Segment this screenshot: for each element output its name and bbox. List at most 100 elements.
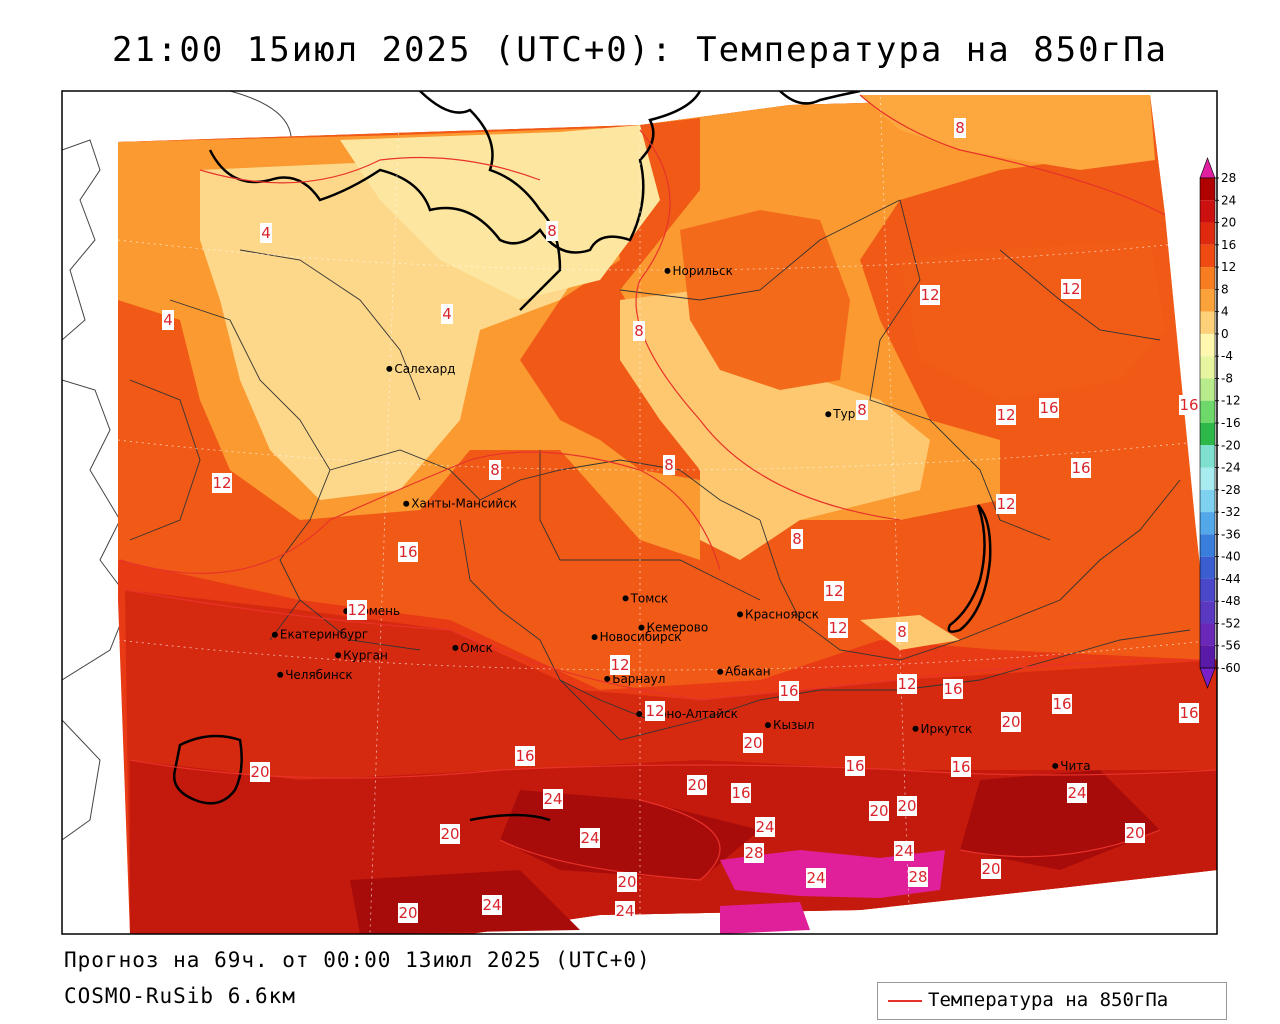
- city-label: Омск: [460, 641, 492, 655]
- isotherm-label-text: 12: [996, 406, 1015, 424]
- isotherm-value-label: 20: [743, 733, 763, 753]
- colorbar-segment: [1200, 356, 1215, 379]
- isotherm-value-label: 20: [1001, 712, 1021, 732]
- city-label: Чита: [1060, 759, 1090, 773]
- isotherm-value-label: 16: [1179, 703, 1199, 723]
- isotherm-value-label: 16: [515, 746, 535, 766]
- isotherm-label-bg: [398, 542, 418, 562]
- colorbar-segment: [1200, 489, 1215, 513]
- isotherm-label-bg: [162, 310, 174, 330]
- isotherm-label-bg: [1067, 783, 1087, 803]
- isotherm-label-text: 12: [824, 582, 843, 600]
- isotherm-value-label: 28: [908, 867, 928, 887]
- coastline: [172, 91, 992, 822]
- isotherm-label-bg: [1061, 279, 1081, 299]
- colorbar-tick-label: 24: [1221, 193, 1236, 207]
- city-label: Челябинск: [285, 668, 352, 682]
- colorbar-segment: [1200, 378, 1215, 401]
- isotherm-label-text: 12: [347, 601, 366, 619]
- isotherm-value-label: 12: [996, 494, 1016, 514]
- isotherm-value-label: 20: [250, 762, 270, 782]
- colorbar-segment: [1200, 222, 1215, 245]
- isotherm-value-label: 8: [896, 622, 908, 642]
- city-marker: Новосибирск: [591, 630, 681, 644]
- isotherm-value-label: 16: [1052, 694, 1072, 714]
- city-label: Тура: [832, 407, 862, 421]
- isotherm-label-text: 24: [806, 869, 825, 887]
- graticule: [117, 91, 1217, 934]
- colorbar-tick-label: -44: [1221, 572, 1241, 586]
- colorbar-tick-label: -8: [1221, 371, 1233, 385]
- isotherm-value-label: 24: [580, 828, 600, 848]
- legend-line-swatch: [888, 1000, 922, 1002]
- colorbar-segment: [1200, 623, 1215, 646]
- isotherm-value-label: 8: [489, 460, 501, 480]
- isotherm-label-text: 24: [543, 790, 562, 808]
- city-marker: Кызыл: [764, 718, 814, 732]
- isotherm-label-bg: [687, 775, 707, 795]
- isotherm-value-label: 8: [663, 455, 675, 475]
- isotherm-value-label: 8: [954, 118, 966, 138]
- colorbar-segment: [1200, 445, 1215, 468]
- isotherm-label-text: 16: [1052, 695, 1071, 713]
- isotherm-label-text: 16: [1179, 396, 1198, 414]
- isotherm-label-text: 20: [440, 825, 459, 843]
- isotherm-label-text: 16: [779, 682, 798, 700]
- isotherm-label-text: 8: [897, 623, 907, 641]
- isotherm-label-text: 24: [755, 818, 774, 836]
- city-label: Горно-Алтайск: [644, 707, 738, 721]
- colorbar-segment: [1200, 178, 1215, 201]
- isotherm-labels-layer: 8 4 8 4 4 8 12 12 8 8 12 16 16 16 12 12 8 8 12 16 12 12 12 12 8 1…: [162, 118, 1199, 923]
- isotherm-label-text: 20: [687, 776, 706, 794]
- isotherm-label-text: 12: [610, 656, 629, 674]
- isotherm-label-bg: [489, 460, 501, 480]
- isotherm-label-bg: [1125, 823, 1145, 843]
- isotherm-value-label: 16: [779, 681, 799, 701]
- city-marker: Омск: [452, 641, 493, 655]
- isotherm-label-bg: [894, 841, 914, 861]
- colorbar-tick-label: -36: [1221, 527, 1241, 541]
- isotherm-label-bg: [951, 757, 971, 777]
- isotherm-label-text: 24: [615, 902, 634, 920]
- isotherm-value-label: 20: [440, 824, 460, 844]
- colorbar-tick-label: -24: [1221, 461, 1241, 475]
- isotherm-label-bg: [908, 867, 928, 887]
- isotherm-label-bg: [897, 674, 917, 694]
- city-marker: Барнаул: [604, 672, 665, 686]
- isotherm-value-label: 8: [856, 400, 868, 420]
- colorbar-tick-label: -40: [1221, 550, 1241, 564]
- colorbar-segment: [1200, 556, 1215, 579]
- cities-layer: Норильск Якутск Салехард Тура Ханты-Мансийск…: [271, 264, 1280, 773]
- map-title: 21:00 15июл 2025 (UTC+0): Температура на…: [111, 30, 1169, 70]
- city-label: Томск: [630, 591, 669, 605]
- city-dot: [591, 634, 598, 641]
- isotherm-label-text: 20: [1001, 713, 1020, 731]
- colorbar-tick-label: 8: [1221, 282, 1229, 296]
- isotherm-value-label: 16: [943, 679, 963, 699]
- city-dot: [403, 500, 410, 507]
- isotherm-label-bg: [398, 903, 418, 923]
- city-dot: [386, 365, 393, 372]
- city-marker: Красноярск: [737, 607, 819, 621]
- city-marker: Чита: [1052, 759, 1091, 773]
- isotherm-value-label: 16: [1179, 395, 1199, 415]
- isotherm-value-label: 20: [1125, 823, 1145, 843]
- city-label: Якутск: [1239, 585, 1280, 599]
- isotherm-value-label: 24: [1067, 783, 1087, 803]
- city-marker: Ханты-Мансийск: [403, 497, 517, 511]
- colorbar-tick-label: 16: [1221, 238, 1236, 252]
- isotherm-label-bg: [615, 901, 635, 921]
- isotherm-label-text: 4: [261, 224, 271, 242]
- isotherm-value-label: 12: [920, 285, 940, 305]
- isotherm-label-bg: [1071, 458, 1091, 478]
- isotherm-label-text: 8: [634, 322, 644, 340]
- isotherm-label-text: 24: [1067, 784, 1086, 802]
- city-marker: Томск: [622, 591, 669, 605]
- city-marker: Норильск: [664, 264, 733, 278]
- isotherm-value-label: 8: [791, 529, 803, 549]
- isotherm-label-bg: [440, 824, 460, 844]
- isotherm-value-label: 24: [894, 841, 914, 861]
- colorbar-tick-label: -48: [1221, 594, 1241, 608]
- isotherm-value-label: 28: [744, 843, 764, 863]
- isotherm-label-text: 8: [792, 530, 802, 548]
